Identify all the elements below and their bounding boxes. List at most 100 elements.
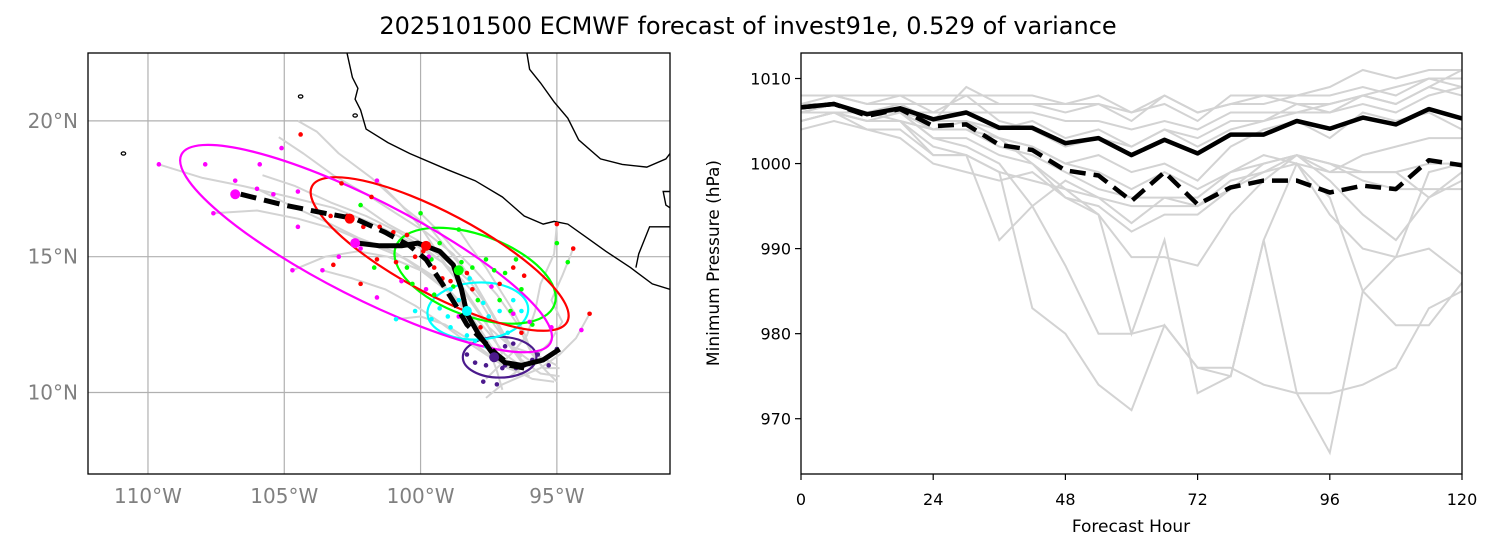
member-position-dot bbox=[279, 145, 284, 151]
member-position-dot bbox=[399, 278, 404, 284]
member-position-dot bbox=[470, 287, 475, 292]
member-pressure-lines bbox=[801, 68, 1462, 456]
member-position-dot bbox=[464, 333, 470, 338]
member-position-dot bbox=[448, 287, 453, 292]
member-position-dot bbox=[393, 259, 399, 265]
member-position-dot bbox=[202, 162, 208, 167]
x-tick-label: 0 bbox=[796, 490, 806, 509]
member-track bbox=[292, 250, 525, 369]
member-pressure-line bbox=[801, 102, 1462, 456]
member-pressure-line bbox=[801, 119, 1462, 233]
member-position-dot bbox=[456, 297, 462, 303]
member-position-dot bbox=[374, 257, 380, 262]
member-position-dot bbox=[489, 284, 494, 289]
member-track bbox=[262, 174, 533, 364]
coastline bbox=[346, 53, 670, 290]
x-tick-label: 24 bbox=[923, 490, 943, 509]
member-position-dot bbox=[497, 297, 502, 303]
member-position-dot bbox=[404, 232, 410, 238]
centroid-day-4 bbox=[344, 213, 355, 224]
cluster-mean-line bbox=[801, 101, 1462, 207]
member-position-dot bbox=[475, 297, 481, 303]
member-position-dot bbox=[579, 327, 584, 333]
member-position-dot bbox=[295, 224, 301, 230]
coastline bbox=[662, 190, 670, 209]
member-position-dot bbox=[565, 259, 571, 265]
member-position-dot bbox=[459, 259, 464, 265]
y-tick-label: 970 bbox=[760, 410, 791, 429]
member-position-dot bbox=[445, 314, 451, 319]
member-position-dot bbox=[271, 191, 276, 197]
uncertainty-ellipses bbox=[179, 143, 570, 379]
member-position-dot bbox=[483, 363, 489, 368]
member-position-dot bbox=[494, 382, 500, 387]
x-tick-label: 48 bbox=[1055, 490, 1075, 509]
member-position-dot bbox=[437, 240, 442, 246]
member-position-dot bbox=[336, 254, 342, 260]
lon-tick-label: 95°W bbox=[529, 484, 584, 508]
member-track bbox=[158, 163, 504, 355]
member-position-dot bbox=[431, 292, 437, 298]
member-pressure-line bbox=[801, 103, 1462, 208]
member-position-dot bbox=[393, 316, 399, 322]
member-position-dot bbox=[513, 257, 519, 262]
member-position-dot bbox=[535, 352, 541, 357]
member-position-dot bbox=[500, 365, 505, 371]
member-position-dot bbox=[404, 265, 410, 270]
centroid-day-2 bbox=[461, 306, 472, 317]
member-pressure-line bbox=[801, 68, 1462, 123]
y-tick-label: 990 bbox=[760, 240, 791, 259]
x-axis-label: Forecast Hour bbox=[1072, 517, 1190, 537]
member-position-dot bbox=[211, 210, 216, 216]
member-position-dot bbox=[510, 265, 516, 270]
member-position-dot bbox=[470, 265, 475, 270]
member-position-dot bbox=[290, 267, 295, 273]
member-position-dot bbox=[467, 276, 472, 281]
member-position-dot bbox=[554, 221, 560, 227]
member-position-dot bbox=[295, 189, 301, 194]
member-position-dot bbox=[423, 287, 429, 292]
member-position-dot bbox=[254, 186, 260, 192]
member-position-dot bbox=[358, 281, 363, 287]
y-tick-label: 980 bbox=[760, 325, 791, 344]
member-position-dot bbox=[587, 311, 592, 317]
y-axis-label: Minimum Pressure (hPa) bbox=[704, 160, 724, 366]
lat-tick-label: 20°N bbox=[28, 109, 78, 133]
member-position-dot bbox=[429, 316, 434, 322]
y-tick-label: 1010 bbox=[750, 70, 791, 89]
member-position-dot bbox=[486, 314, 492, 319]
member-track bbox=[485, 313, 591, 399]
member-position-dot bbox=[480, 379, 486, 384]
y-tick-label: 1000 bbox=[750, 155, 791, 174]
coastline bbox=[635, 226, 670, 268]
member-pressure-line bbox=[801, 102, 1462, 412]
member-pressure-line bbox=[801, 111, 1462, 275]
member-position-dot bbox=[358, 246, 363, 251]
member-position-dot bbox=[371, 265, 377, 270]
member-pressure-line bbox=[801, 111, 1462, 208]
coastline bbox=[526, 53, 670, 168]
member-position-dot bbox=[257, 162, 263, 167]
member-position-dot bbox=[339, 181, 344, 186]
member-pressure-line bbox=[801, 111, 1462, 191]
map-tick-labels: 110°W 105°W 100°W 95°W 10°N 15°N 20°N bbox=[28, 109, 585, 508]
member-position-dot bbox=[502, 344, 508, 349]
member-position-dot bbox=[448, 278, 453, 284]
map-gridlines bbox=[88, 53, 670, 474]
member-position-dot bbox=[554, 240, 560, 246]
member-position-dot bbox=[374, 178, 380, 183]
member-position-dot bbox=[519, 287, 524, 292]
centroid-day-1 bbox=[489, 352, 500, 363]
centroid-day-5 bbox=[350, 238, 361, 249]
member-position-dot bbox=[412, 254, 418, 260]
member-position-dot bbox=[502, 270, 508, 276]
member-position-dot bbox=[510, 297, 516, 303]
pressure-chart: 0 24 48 72 96 120 970 980 990 1000 1010 Forecast H… bbox=[704, 52, 1477, 537]
member-position-dot bbox=[549, 325, 554, 330]
centroid-markers bbox=[230, 189, 500, 363]
member-position-dot bbox=[418, 210, 423, 216]
mean-pressure-lines bbox=[801, 101, 1462, 207]
member-position-dot bbox=[464, 352, 470, 357]
member-track bbox=[213, 209, 512, 369]
